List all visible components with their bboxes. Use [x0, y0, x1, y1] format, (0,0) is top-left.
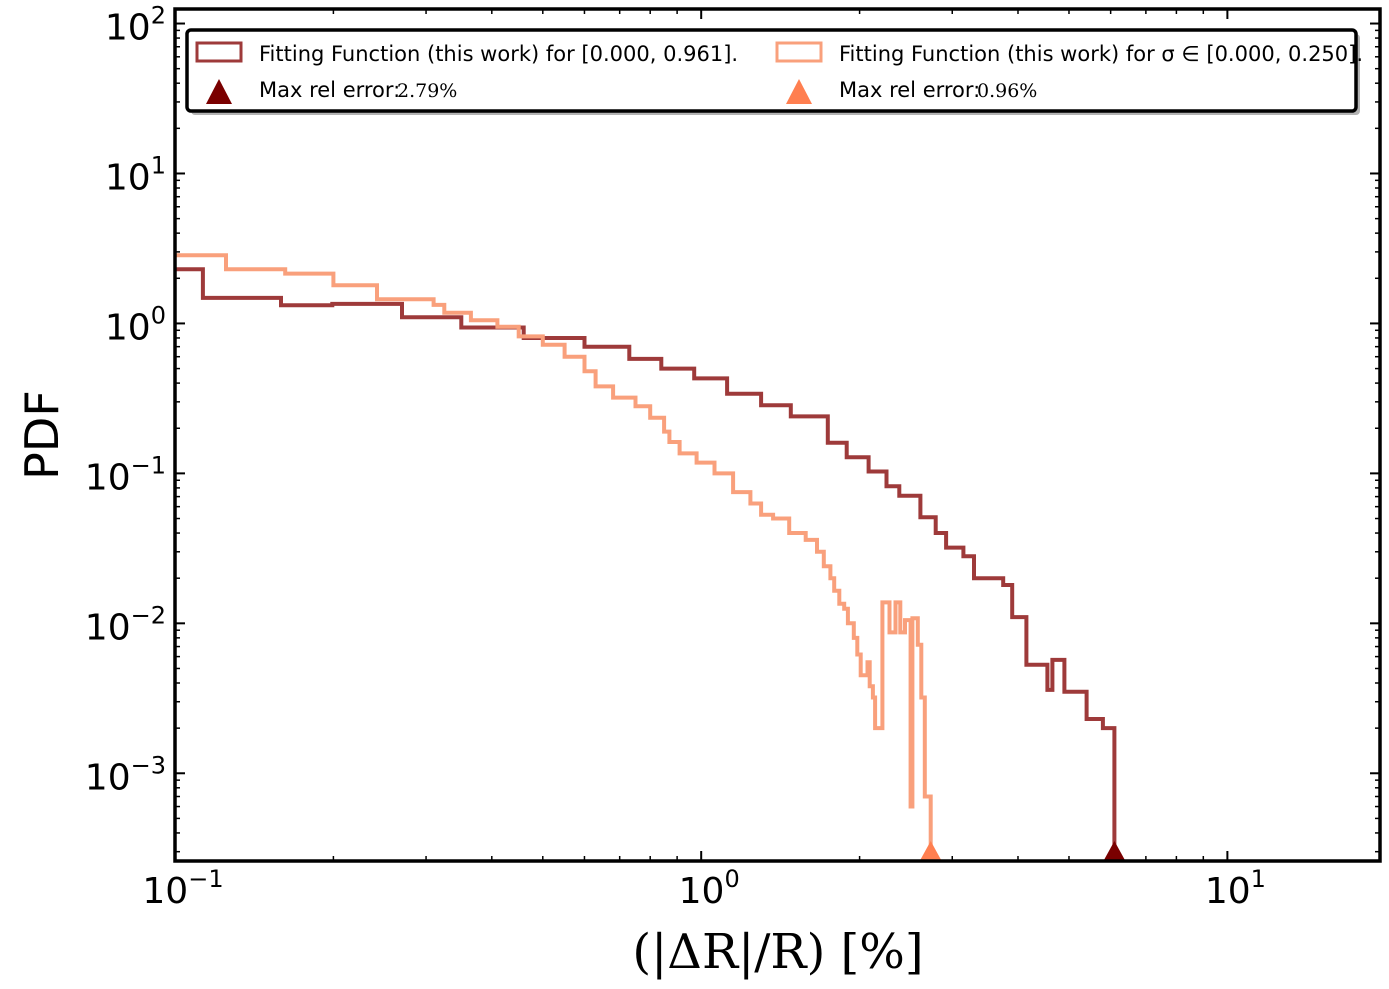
x-tick-label-0: 10−1: [142, 865, 223, 912]
y-tick-label-4: 101: [105, 151, 166, 198]
y-tick-exponent: 0: [151, 301, 166, 329]
plot-frame: [173, 7, 1382, 863]
y-tick-base: 10: [105, 8, 151, 49]
y-tick-exponent: 2: [151, 2, 166, 30]
max-error-marker-1: [1103, 841, 1126, 861]
y-tick-label-5: 102: [105, 2, 166, 49]
y-tick-label-3: 100: [105, 301, 166, 348]
x-tick-label-1: 100: [679, 865, 740, 912]
legend-marker-series-1: [206, 79, 232, 104]
y-tick-exponent: −1: [131, 451, 166, 479]
marker-layer: [919, 841, 1126, 861]
legend-label-series-2: Fitting Function (this work) for σ ∈ [0.…: [839, 42, 1363, 66]
series-layer: [175, 253, 1117, 861]
x-tick-base: 10: [142, 871, 188, 912]
legend-marker-series-2: [786, 79, 812, 104]
x-tick-exponent: −1: [188, 865, 223, 893]
max-error-marker-2: [919, 841, 942, 861]
x-tick-exponent: 0: [724, 865, 739, 893]
y-axis-label: PDF: [15, 390, 69, 480]
y-tick-exponent: −3: [131, 751, 166, 779]
legend-error-label-series-1: Max rel error:: [259, 78, 400, 102]
legend-error-label-series-2: Max rel error:: [839, 78, 980, 102]
y-tick-exponent: −2: [131, 601, 166, 629]
legend-patch-series-2: [775, 41, 823, 63]
y-tick-base: 10: [105, 157, 151, 198]
y-tick-label-1: 10−2: [85, 601, 166, 648]
legend-label-series-1: Fitting Function (this work) for [0.000,…: [259, 42, 738, 66]
x-tick-base: 10: [679, 871, 725, 912]
legend-box: [185, 28, 1358, 113]
x-tick-label-2: 101: [1205, 865, 1266, 912]
y-tick-exponent: 1: [151, 151, 166, 179]
y-tick-base: 10: [85, 757, 131, 798]
y-tick-base: 10: [105, 307, 151, 348]
x-axis-label: (|ΔR|/R) [%]: [632, 924, 923, 980]
series-line-2: [175, 253, 933, 861]
y-tick-base: 10: [85, 457, 131, 498]
x-tick-exponent: 1: [1251, 865, 1266, 893]
y-tick-label-0: 10−3: [85, 751, 166, 798]
y-tick-base: 10: [85, 607, 131, 648]
legend-patch-series-1: [195, 41, 243, 63]
y-tick-label-2: 10−1: [85, 451, 166, 498]
legend-error-value-series-1: 2.79%: [397, 80, 457, 102]
legend-error-value-series-2: 0.96%: [977, 80, 1037, 102]
legend: Fitting Function (this work) for [0.000,…: [185, 28, 1363, 115]
x-tick-base: 10: [1205, 871, 1251, 912]
